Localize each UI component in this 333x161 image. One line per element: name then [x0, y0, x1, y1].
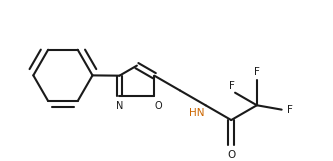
Text: O: O: [227, 150, 235, 160]
Text: O: O: [155, 101, 163, 111]
Text: F: F: [287, 105, 293, 115]
Text: HN: HN: [188, 108, 204, 118]
Text: N: N: [116, 101, 123, 111]
Text: F: F: [254, 66, 260, 77]
Text: F: F: [228, 81, 234, 91]
